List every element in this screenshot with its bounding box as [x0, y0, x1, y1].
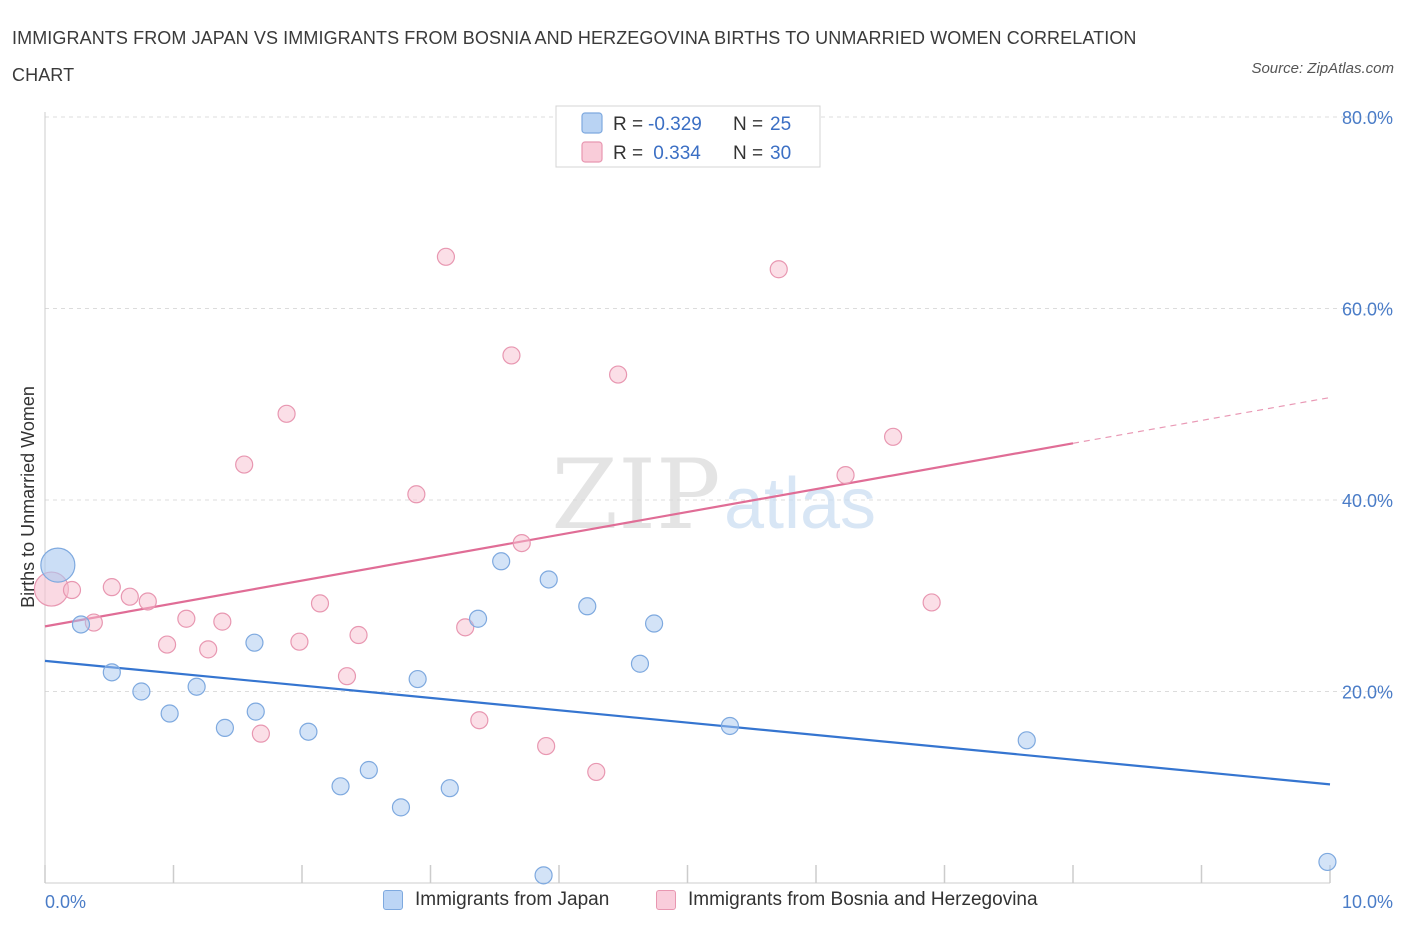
point-bosnia — [883, 427, 903, 446]
zipatlas-watermark: ZIP atlas — [551, 439, 876, 551]
point-japan — [331, 777, 350, 796]
point-bosnia — [502, 346, 521, 365]
point-japan — [160, 704, 179, 723]
stats-r-label: R = — [613, 114, 643, 135]
axes — [44, 112, 1331, 884]
legend-item-japan: Immigrants from Japan — [383, 889, 609, 911]
gridlines — [45, 116, 1392, 692]
point-japan — [644, 614, 664, 633]
point-bosnia — [251, 724, 270, 743]
chart-title: IMMIGRANTS FROM JAPAN VS IMMIGRANTS FROM… — [12, 28, 1137, 85]
point-bosnia — [436, 247, 456, 266]
point-japan — [1017, 731, 1036, 750]
y-tick-label: 80.0% — [1342, 108, 1393, 128]
point-bosnia — [407, 485, 426, 504]
x-tick-label-max: 10.0% — [1342, 892, 1393, 912]
y-tick-label: 60.0% — [1342, 300, 1393, 320]
tick-labels: 20.0% 40.0% 60.0% 80.0% 0.0% 10.0% — [45, 108, 1393, 912]
point-bosnia — [456, 618, 475, 637]
point-japan — [71, 615, 91, 634]
point-japan — [40, 547, 76, 583]
point-bosnia — [769, 260, 788, 279]
stats-legend: R = -0.329 N = 25 R = 0.334 N = 30 — [555, 105, 821, 168]
legend-item-bosnia: Immigrants from Bosnia and Herzegovina — [656, 889, 1038, 911]
stats-n-label: N = — [733, 143, 763, 164]
point-japan — [468, 609, 488, 628]
point-bosnia — [537, 736, 556, 756]
y-axis-label: Births to Unmarried Women — [18, 386, 38, 608]
chart-source: Source: ZipAtlas.com — [1251, 60, 1394, 77]
point-japan — [299, 722, 318, 741]
point-bosnia — [337, 667, 357, 686]
point-bosnia — [310, 594, 330, 613]
point-japan — [408, 669, 427, 689]
y-tick-label: 40.0% — [1342, 491, 1393, 511]
stats-swatch-japan — [581, 112, 603, 134]
y-tick-label: 20.0% — [1342, 683, 1393, 703]
point-japan — [132, 682, 151, 701]
legend-label-japan: Immigrants from Japan — [415, 889, 610, 910]
point-bosnia — [922, 593, 941, 612]
point-bosnia — [62, 580, 82, 600]
point-japan — [102, 663, 121, 682]
point-japan — [187, 677, 206, 696]
stats-n-label: N = — [733, 114, 763, 135]
point-japan — [245, 633, 264, 652]
point-japan — [359, 760, 378, 780]
svg-text:ZIP: ZIP — [551, 439, 720, 551]
point-japan — [391, 798, 411, 817]
point-japan — [492, 552, 511, 571]
point-bosnia — [120, 587, 139, 606]
point-bosnia — [213, 612, 232, 631]
point-japan — [630, 654, 650, 673]
point-bosnia — [349, 625, 368, 645]
trend-line-bosnia — [44, 442, 1074, 628]
point-japan — [246, 702, 265, 721]
legend-label-bosnia: Immigrants from Bosnia and Herzegovina — [688, 889, 1038, 910]
point-bosnia — [836, 466, 855, 485]
trend-line-bosnia-extension — [1072, 396, 1331, 444]
point-japan — [720, 716, 740, 736]
point-bosnia — [199, 640, 218, 659]
point-japan — [578, 597, 597, 616]
trend-lines — [44, 396, 1331, 786]
point-bosnia — [470, 711, 489, 730]
stats-r-value: -0.329 — [648, 114, 702, 135]
data-points — [33, 247, 1337, 885]
point-bosnia — [587, 762, 606, 782]
series-legend: Immigrants from Japan Immigrants from Bo… — [0, 889, 1406, 917]
stats-r-label: R = — [613, 143, 643, 164]
point-bosnia — [277, 404, 296, 423]
point-bosnia — [609, 365, 628, 384]
point-japan — [534, 866, 553, 885]
x-tick-label-min: 0.0% — [45, 892, 86, 912]
point-japan — [440, 779, 459, 798]
legend-swatch-bosnia — [656, 890, 676, 910]
trend-line-japan — [44, 659, 1331, 786]
point-japan — [1318, 852, 1337, 872]
point-japan — [215, 718, 234, 737]
point-bosnia — [512, 533, 531, 553]
point-bosnia — [177, 609, 196, 628]
point-bosnia — [290, 632, 309, 651]
point-bosnia — [138, 592, 157, 611]
point-japan — [539, 570, 558, 589]
point-bosnia — [157, 635, 177, 654]
stats-r-value: 0.334 — [648, 143, 701, 164]
stats-swatch-bosnia — [581, 141, 603, 163]
point-bosnia — [235, 455, 254, 474]
stats-n-value: 30 — [770, 143, 791, 164]
legend-swatch-japan — [383, 890, 403, 910]
point-bosnia — [102, 578, 121, 597]
stats-n-value: 25 — [770, 114, 791, 135]
